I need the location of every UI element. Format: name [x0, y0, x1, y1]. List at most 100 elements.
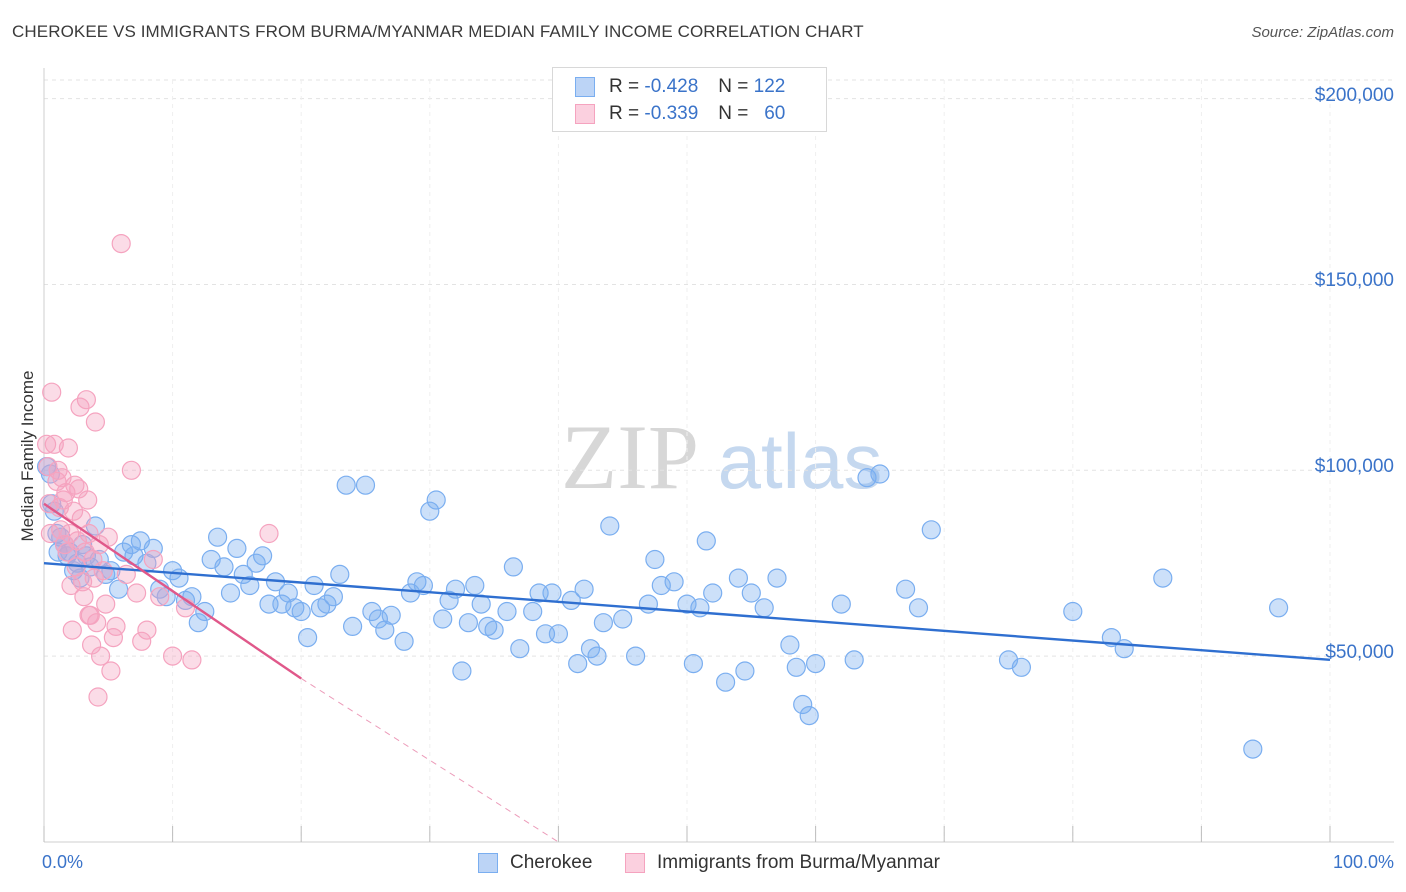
cherokee-point — [471, 594, 491, 614]
burma-point — [44, 434, 64, 454]
n-value: 60 — [764, 103, 786, 124]
stats-legend-row-cherokee: R = -0.428 N = 122 — [575, 74, 785, 100]
watermark-atlas: atlas — [718, 417, 883, 505]
cherokee-point — [220, 583, 241, 603]
cherokee-point — [561, 590, 581, 611]
cherokee-point — [831, 594, 851, 614]
cherokee-point — [503, 557, 524, 577]
cherokee-point — [484, 620, 504, 640]
burma-point — [121, 460, 141, 480]
burma-trend-extension — [300, 678, 559, 843]
cherokee-point — [805, 653, 826, 674]
burma-point — [103, 627, 124, 648]
cherokee-point — [355, 475, 376, 495]
legend-label-burma: Immigrants from Burma/Myanmar — [657, 852, 940, 873]
cherokee-point — [613, 609, 633, 629]
burma-point — [52, 468, 72, 488]
cherokee-point — [465, 575, 485, 596]
cherokee-point — [548, 624, 569, 644]
burma-point — [69, 479, 89, 499]
burma-point — [60, 523, 80, 544]
cherokee-point — [767, 568, 787, 588]
burma-point — [70, 397, 90, 417]
cherokee-point — [330, 564, 350, 585]
burma-point — [74, 587, 94, 607]
cherokee-point — [362, 601, 382, 622]
cherokee-point — [651, 575, 671, 596]
cherokee-point — [741, 583, 761, 603]
burma-point — [132, 631, 152, 651]
cherokee-point — [108, 579, 129, 599]
cherokee-point — [542, 583, 562, 603]
cherokee-point — [101, 561, 121, 581]
cherokee-point — [336, 475, 356, 495]
burma-point — [85, 412, 106, 432]
cherokee-point — [497, 601, 517, 622]
cherokee-point — [580, 639, 601, 659]
cherokee-point — [381, 605, 401, 625]
series-cherokee-points — [36, 457, 1289, 759]
burma-point — [63, 501, 84, 521]
cherokee-point — [298, 627, 318, 648]
cherokee-point — [1153, 568, 1173, 588]
burma-point — [88, 687, 108, 707]
cherokee-point — [895, 579, 916, 599]
cherokee-point — [600, 516, 620, 536]
burma-point — [40, 523, 61, 544]
cherokee-point — [452, 661, 472, 681]
legend-item-cherokee: Cherokee — [478, 852, 592, 874]
burma-point — [42, 382, 62, 402]
burma-point — [58, 438, 79, 458]
cherokee-point — [413, 575, 433, 596]
cherokee-point — [786, 657, 806, 677]
burma-trend-line — [43, 502, 302, 680]
cherokee-point — [433, 609, 453, 629]
n-label: N = — [718, 103, 749, 124]
points-layer — [36, 234, 1289, 759]
burma-point — [36, 434, 57, 454]
burma-point — [143, 549, 163, 570]
cherokee-point — [870, 464, 890, 484]
cherokee-point — [510, 639, 530, 659]
burma-point — [106, 616, 126, 637]
r-label: R = — [609, 76, 640, 97]
cherokee-point — [638, 594, 659, 614]
cherokee-point — [703, 583, 723, 603]
cherokee-point — [214, 557, 234, 577]
burma-point — [111, 234, 131, 254]
cherokee-point — [458, 613, 478, 633]
burma-point — [259, 523, 279, 544]
burma-point — [101, 661, 121, 681]
legend-item-burma: Immigrants from Burma/Myanmar — [625, 852, 940, 874]
cherokee-point — [188, 613, 208, 633]
chart-title: CHEROKEE VS IMMIGRANTS FROM BURMA/MYANMA… — [12, 22, 864, 41]
cherokee-point — [227, 538, 247, 559]
cherokee-point — [780, 635, 800, 655]
r-label: R = — [609, 103, 640, 124]
cherokee-point — [593, 613, 614, 633]
cherokee-point — [568, 653, 588, 674]
burma-point — [127, 583, 147, 603]
watermark-zip: ZIP — [561, 406, 699, 508]
cherokee-point — [394, 631, 414, 651]
burma-point — [72, 572, 93, 592]
burma-point — [175, 598, 196, 618]
cherokee-point — [439, 590, 459, 611]
stats-legend-row-burma: R = -0.339 N = 60 — [575, 101, 785, 127]
y-tick-label: $100,000 — [1314, 456, 1394, 478]
cherokee-point — [310, 598, 331, 618]
cherokee-point — [587, 646, 607, 666]
cherokee-point — [799, 705, 819, 726]
cherokee-point — [253, 546, 273, 566]
cherokee-point — [645, 549, 665, 570]
cherokee-point — [1063, 601, 1083, 622]
cherokee-point — [420, 501, 440, 521]
cherokee-point — [908, 598, 929, 618]
burma-point — [96, 594, 116, 614]
cherokee-point — [426, 490, 446, 510]
burma-point — [79, 605, 99, 625]
cherokee-point — [1268, 598, 1289, 618]
stats-legend: R = -0.428 N = 122 R = -0.339 N = 60 — [552, 67, 827, 132]
cherokee-point — [208, 527, 228, 547]
